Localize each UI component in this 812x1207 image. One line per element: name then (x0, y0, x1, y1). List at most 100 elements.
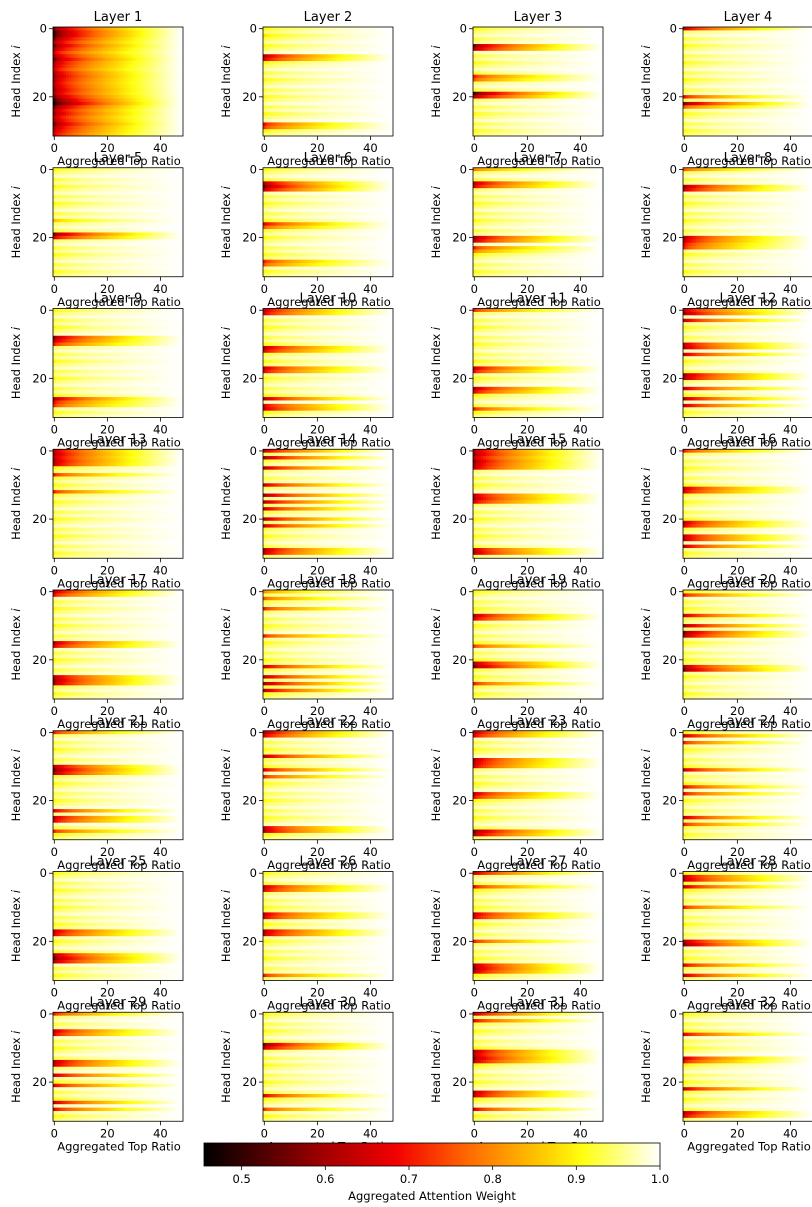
heatmap-cell (297, 58, 300, 62)
heatmap-cell (76, 61, 79, 65)
heatmap-cell (141, 122, 144, 126)
heatmap-cell (139, 119, 142, 123)
heatmap-cell (178, 51, 181, 55)
heatmap-cell (131, 64, 134, 68)
heatmap-cell (178, 47, 181, 51)
heatmap-cell (170, 109, 173, 113)
heatmap-cell (71, 47, 74, 51)
heatmap-cell (154, 61, 157, 65)
heatmap-cell (170, 95, 173, 99)
heatmap-cell (56, 82, 59, 86)
heatmap-cell (281, 41, 284, 45)
heatmap-cell (279, 54, 282, 58)
heatmap-cell (338, 30, 341, 34)
heatmap-cell (147, 44, 150, 48)
heatmap-cell (284, 54, 287, 58)
heatmap-cell (131, 44, 134, 48)
heatmap-cell (141, 41, 144, 45)
heatmap-cell (126, 47, 129, 51)
heatmap-cell (113, 75, 116, 79)
heatmap-cell (157, 47, 160, 51)
heatmap-cell (97, 37, 100, 41)
heatmap-cell (92, 88, 95, 92)
heatmap-cell (173, 85, 176, 89)
heatmap-cell (113, 64, 116, 68)
heatmap-cell (289, 41, 292, 45)
heatmap-cell (69, 75, 72, 79)
heatmap-cell (144, 51, 147, 55)
heatmap-cell (147, 99, 150, 103)
heatmap-cell (149, 119, 152, 123)
heatmap-cell (162, 85, 165, 89)
heatmap-cell (134, 105, 137, 109)
heatmap-cell (100, 116, 103, 120)
heatmap-cell (61, 75, 64, 79)
heatmap-cell (126, 88, 129, 92)
heatmap-cell (173, 51, 176, 55)
heatmap-cell (162, 129, 165, 133)
heatmap-cell (167, 109, 170, 113)
heatmap-cell (312, 30, 315, 34)
heatmap-cell (61, 51, 64, 55)
heatmap-cell (328, 58, 331, 62)
heatmap-cell (66, 88, 69, 92)
heatmap-cell (354, 54, 357, 58)
heatmap-cell (95, 102, 98, 106)
heatmap-cell (320, 30, 323, 34)
heatmap-cell (162, 122, 165, 126)
heatmap-cell (102, 64, 105, 68)
heatmap-cell (279, 51, 282, 55)
heatmap-cell (76, 68, 79, 72)
heatmap-cell (263, 61, 266, 65)
heatmap-cell (147, 51, 150, 55)
heatmap-cell (113, 37, 116, 41)
heatmap-cell (89, 116, 92, 120)
heatmap-cell (286, 44, 289, 48)
heatmap-cell (165, 112, 168, 116)
heatmap-cell (328, 44, 331, 48)
heatmap-cell (115, 129, 118, 133)
heatmap-cell (344, 51, 347, 55)
heatmap-cell (134, 75, 137, 79)
heatmap-cell (144, 102, 147, 106)
heatmap-cell (108, 51, 111, 55)
heatmap-cell (139, 126, 142, 130)
heatmap-cell (175, 129, 178, 133)
heatmap-cell (154, 82, 157, 86)
heatmap-cell (105, 54, 108, 58)
heatmap-cell (175, 92, 178, 96)
heatmap-cell (160, 30, 163, 34)
heatmap-cell (76, 64, 79, 68)
heatmap-cell (63, 122, 66, 126)
heatmap-cell (157, 88, 160, 92)
heatmap-cell (87, 51, 90, 55)
heatmap-cell (141, 27, 144, 31)
heatmap-cell (63, 75, 66, 79)
heatmap-cell (136, 129, 139, 133)
heatmap-cell (372, 30, 375, 34)
heatmap-cell (115, 105, 118, 109)
heatmap-cell (299, 30, 302, 34)
heatmap-cell (173, 119, 176, 123)
heatmap-cell (333, 44, 336, 48)
heatmap-cell (87, 44, 90, 48)
heatmap-cell (377, 37, 380, 41)
heatmap-cell (61, 88, 64, 92)
heatmap-cell (359, 44, 362, 48)
heatmap-cell (89, 75, 92, 79)
heatmap-cell (123, 126, 126, 130)
heatmap-cell (152, 71, 155, 75)
heatmap-cell (292, 58, 295, 62)
heatmap-cell (370, 34, 373, 38)
heatmap-cell (362, 58, 365, 62)
heatmap-cell (175, 119, 178, 123)
heatmap-cell (89, 126, 92, 130)
heatmap-cell (92, 54, 95, 58)
heatmap-cell (69, 64, 72, 68)
heatmap-cell (89, 44, 92, 48)
heatmap-cell (115, 47, 118, 51)
heatmap-cell (100, 102, 103, 106)
heatmap-cell (97, 75, 100, 79)
heatmap-cell (58, 75, 61, 79)
heatmap-cell (154, 64, 157, 68)
